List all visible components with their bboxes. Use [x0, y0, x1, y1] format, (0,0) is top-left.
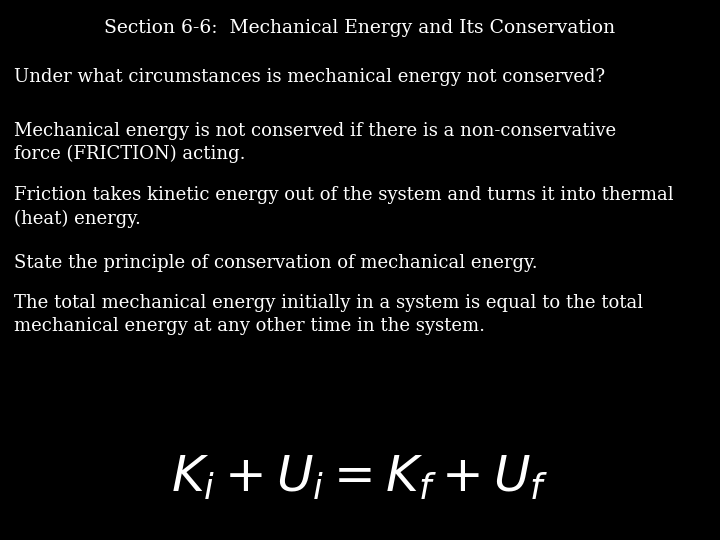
- Text: The total mechanical energy initially in a system is equal to the total
mechanic: The total mechanical energy initially in…: [14, 294, 644, 335]
- Text: Friction takes kinetic energy out of the system and turns it into thermal
(heat): Friction takes kinetic energy out of the…: [14, 186, 674, 227]
- Text: $K_i + U_i = K_f + U_f$: $K_i + U_i = K_f + U_f$: [171, 453, 549, 503]
- Text: Section 6-6:  Mechanical Energy and Its Conservation: Section 6-6: Mechanical Energy and Its C…: [104, 19, 616, 37]
- Text: Mechanical energy is not conserved if there is a non-conservative
force (FRICTIO: Mechanical energy is not conserved if th…: [14, 122, 616, 163]
- Text: State the principle of conservation of mechanical energy.: State the principle of conservation of m…: [14, 254, 538, 272]
- Text: Under what circumstances is mechanical energy not conserved?: Under what circumstances is mechanical e…: [14, 68, 606, 85]
